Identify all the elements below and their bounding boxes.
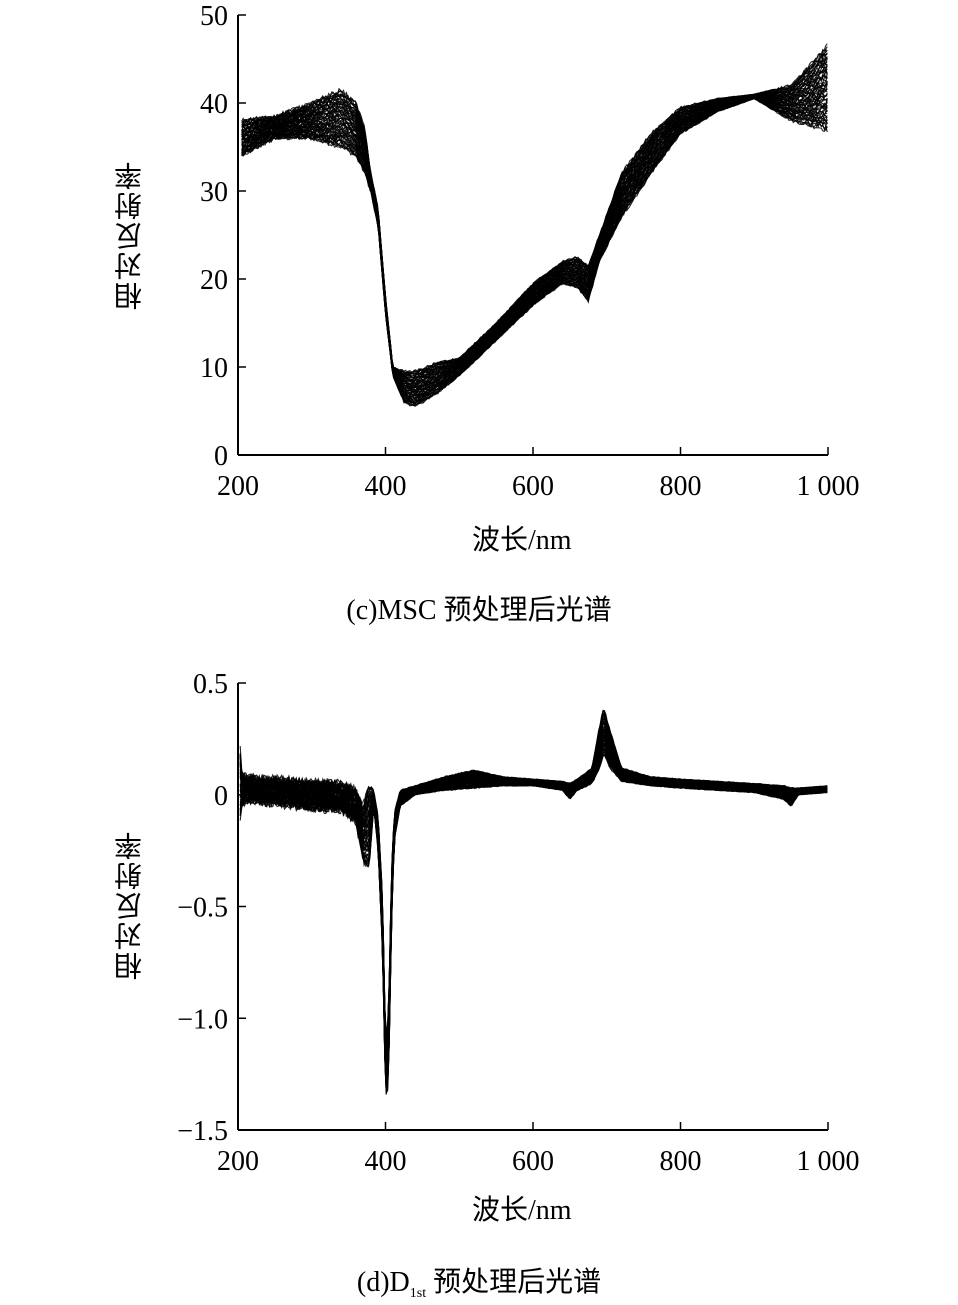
spectrum-line	[239, 713, 828, 1041]
spectrum-line	[241, 98, 828, 405]
spectrum-line	[239, 727, 828, 1060]
x-tick-label: 1 000	[797, 1146, 860, 1177]
y-axis-label: 相对反射率	[113, 830, 146, 980]
spectrum-line	[239, 715, 828, 1047]
spectrum-line	[239, 718, 828, 1050]
figure-caption: (d)D1st 预处理后光谱	[0, 1260, 958, 1302]
x-tick-label: 200	[217, 1146, 259, 1177]
spectrum-line	[241, 97, 828, 404]
series-group	[239, 709, 828, 1095]
spectrum-line	[241, 97, 828, 406]
y-tick-label: 40	[200, 89, 228, 120]
y-tick-label: 10	[200, 353, 228, 384]
spectrum-line	[239, 713, 828, 1042]
spectrum-line	[241, 97, 828, 404]
x-tick-label: 200	[217, 471, 259, 502]
chart-panel-d1st: 200 400 600 800 1 000 −1.5 −1.0 −0.5 0 0.5 相对反射率 …	[0, 660, 958, 1305]
spectrum-line	[239, 709, 828, 1038]
y-tick-label: 0.5	[193, 669, 228, 700]
y-axis-label: 相对反射率	[113, 160, 146, 310]
spectrum-line	[241, 97, 828, 403]
caption-subscript: 1st	[409, 1286, 427, 1301]
x-tick-label: 800	[660, 1146, 702, 1177]
y-tick-label: −1.5	[177, 1116, 228, 1147]
spectrum-line	[239, 725, 828, 1058]
y-tick-label: 0	[214, 781, 228, 812]
spectrum-line	[241, 97, 828, 405]
spectrum-line	[239, 709, 828, 1036]
x-tick-label: 600	[512, 471, 554, 502]
x-tick-label: 1 000	[797, 471, 860, 502]
chart-panel-msc: 200 400 600 800 1 000 0 10 20 30 40 50 相对反射率 波长/nm…	[0, 0, 958, 640]
x-axis-label: 波长/nm	[472, 525, 572, 556]
figure-caption: (c)MSC 预处理后光谱	[346, 595, 612, 626]
y-tick-label: −0.5	[177, 893, 228, 924]
spectrum-line	[239, 714, 828, 1044]
spectrum-line	[239, 720, 828, 1049]
spectrum-line	[239, 728, 828, 1058]
x-tick-label: 600	[512, 1146, 554, 1177]
y-tick-label: −1.0	[177, 1004, 228, 1035]
spectrum-line	[239, 711, 828, 1038]
spectrum-line	[239, 718, 828, 1047]
spectrum-line	[239, 710, 828, 1039]
spectrum-line	[239, 721, 828, 1050]
y-tick-label: 30	[200, 177, 228, 208]
spectrum-line	[239, 712, 828, 1039]
caption-suffix: 预处理后光谱	[426, 1267, 602, 1298]
y-tick-label: 50	[200, 1, 228, 32]
spectrum-line	[239, 709, 828, 1035]
x-tick-label: 400	[365, 471, 407, 502]
x-tick-label: 400	[365, 1146, 407, 1177]
spectrum-line	[239, 720, 828, 1051]
spectrum-line	[239, 722, 828, 1056]
spectrum-line	[239, 715, 828, 1046]
series-group	[241, 43, 828, 407]
spectrum-line	[239, 723, 828, 1052]
d1st-spectra-chart: 200 400 600 800 1 000 −1.5 −1.0 −0.5 0 0.5	[177, 669, 860, 1177]
spectrum-line	[239, 726, 828, 1055]
spectrum-line	[239, 717, 828, 1046]
spectrum-line	[241, 43, 828, 373]
caption-prefix: (d)D	[356, 1267, 410, 1298]
y-tick-label: 0	[214, 441, 228, 472]
y-tick-label: 20	[200, 265, 228, 296]
x-axis-label: 波长/nm	[472, 1195, 572, 1226]
x-tick-label: 800	[660, 471, 702, 502]
spectrum-line	[241, 97, 828, 404]
spectrum-line	[239, 721, 828, 1052]
spectrum-line	[241, 98, 828, 407]
msc-spectra-chart: 200 400 600 800 1 000 0 10 20 30 40 50	[200, 1, 860, 502]
